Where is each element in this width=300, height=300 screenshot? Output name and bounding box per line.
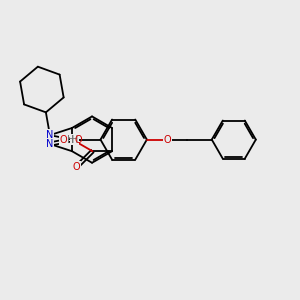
Text: N: N xyxy=(46,139,54,149)
Text: O: O xyxy=(164,135,172,145)
Text: O: O xyxy=(72,162,80,172)
Text: O: O xyxy=(75,135,82,145)
Text: H: H xyxy=(67,135,75,145)
Text: O: O xyxy=(72,163,80,172)
Text: O: O xyxy=(59,135,67,145)
Text: H: H xyxy=(71,135,78,145)
Text: N: N xyxy=(46,130,54,140)
